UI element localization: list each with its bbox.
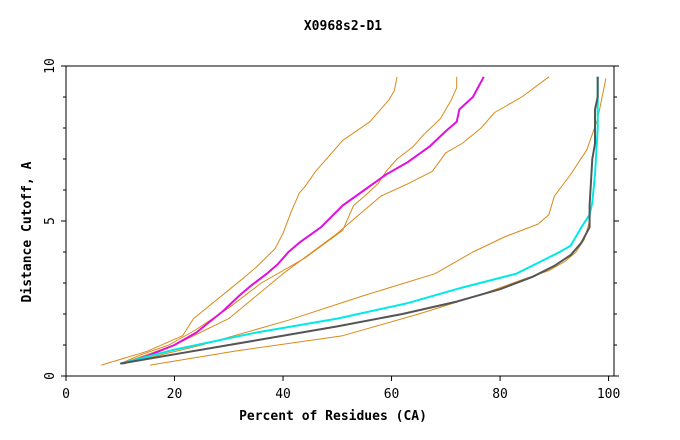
chart-title: X0968s2-D1 (304, 19, 382, 34)
x-tick-label: 80 (492, 387, 508, 402)
series-line-magenta (122, 76, 485, 365)
y-axis-label: Distance Cutoff, A (20, 161, 35, 302)
x-tick-label: 20 (167, 387, 183, 402)
y-tick-label: 0 (43, 372, 58, 380)
series-line-cyan (120, 76, 599, 365)
x-tick-label: 60 (384, 387, 400, 402)
x-axis-ticks: 0 20 40 60 80 100 (62, 376, 620, 402)
series-layer (101, 76, 607, 366)
x-tick-label: 40 (275, 387, 291, 402)
series-line-dark (120, 76, 599, 365)
x-tick-label: 100 (597, 387, 620, 402)
y-tick-label: 5 (43, 217, 58, 225)
x-axis-label: Percent of Residues (CA) (239, 409, 427, 424)
series-line-orange-2 (120, 76, 458, 365)
y-axis-ticks: 0 5 10 (43, 58, 619, 380)
y-tick-label: 10 (43, 58, 58, 74)
x-tick-label: 0 (62, 387, 70, 402)
series-line-orange-4 (130, 78, 607, 363)
series-line-orange-3 (125, 76, 550, 363)
series-line-orange-1 (101, 76, 398, 366)
